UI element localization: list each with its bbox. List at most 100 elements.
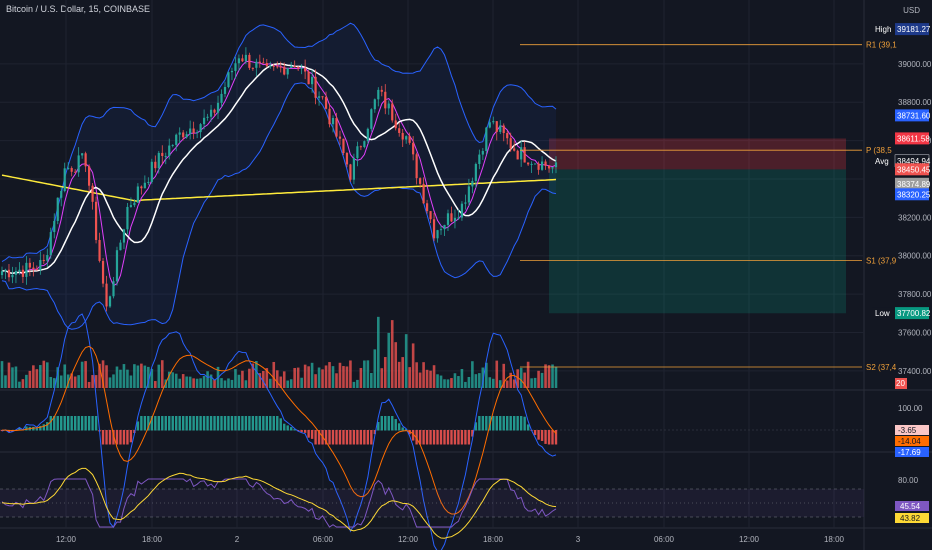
macd-histogram-bar [49, 416, 52, 431]
macd-histogram-bar [310, 430, 314, 439]
candle-body [453, 217, 457, 222]
volume-bar [498, 380, 502, 388]
candle-body [478, 154, 481, 165]
volume-bar [7, 362, 11, 388]
time-tick-label: 12:00 [398, 535, 419, 544]
volume-bar [324, 365, 328, 388]
macd-histogram-bar [506, 416, 509, 431]
volume-bar [87, 381, 91, 388]
candle-body [189, 128, 192, 135]
macd-histogram-bar [248, 416, 251, 431]
candle-body [307, 71, 310, 85]
volume-bar [317, 367, 321, 388]
macd-histogram-bar [380, 416, 383, 431]
currency-label[interactable]: USD [903, 6, 920, 15]
macd-histogram-bar [188, 416, 192, 431]
macd-histogram-bar [363, 430, 366, 445]
macd-histogram-bar [415, 430, 418, 445]
candle-body [209, 109, 213, 117]
price-tick-label: 38000.00 [898, 252, 932, 261]
macd-histogram-bar [119, 430, 122, 445]
macd-histogram-bar [244, 416, 248, 431]
volume-bar [453, 373, 457, 388]
volume-bar [408, 367, 411, 388]
macd-histogram-bar [411, 430, 415, 441]
candle-body [286, 67, 289, 75]
stop-loss-zone [549, 138, 846, 170]
candle-body [258, 61, 261, 63]
volume-bar [495, 360, 499, 388]
macd-histogram-bar [77, 416, 80, 431]
volume-bar [279, 376, 283, 388]
volume-bar [390, 320, 394, 388]
volume-bar [154, 381, 157, 388]
time-tick-label: 3 [576, 535, 581, 544]
macd-histogram-bar [384, 416, 387, 431]
macd-histogram-bar [67, 416, 70, 431]
candle-body [234, 63, 237, 71]
time-tick-label: 12:00 [56, 535, 77, 544]
candle-body [241, 58, 244, 62]
macd-histogram-bar [404, 429, 408, 431]
macd-histogram-bar [307, 430, 310, 438]
volume-bar [450, 378, 453, 388]
volume-bar [502, 363, 506, 388]
volume-bar [112, 374, 115, 388]
macd-histogram-bar [220, 416, 223, 431]
volume-bar [366, 360, 370, 388]
candle-body [251, 67, 254, 69]
volume-bar [220, 378, 223, 388]
macd-histogram-bar [303, 430, 307, 433]
macd-histogram-bar [398, 423, 401, 431]
volume-bar [4, 375, 7, 388]
candle-body [415, 154, 418, 179]
macd-histogram-bar [279, 418, 282, 431]
candle-body [304, 67, 307, 72]
volume-bar [509, 372, 513, 388]
price-badge-label: High [875, 25, 891, 34]
macd-histogram-bar [192, 416, 195, 431]
volume-bar [436, 374, 439, 388]
candle-body [537, 163, 540, 170]
volume-bar [244, 380, 248, 388]
candle-body [391, 103, 394, 121]
macd-histogram-bar [80, 416, 84, 431]
macd-histogram-bar [422, 430, 425, 445]
macd-histogram-bar [457, 430, 460, 445]
time-tick-label: 2 [235, 535, 240, 544]
macd-histogram-bar [283, 423, 286, 431]
volume-badge-value: 20 [896, 379, 905, 388]
symbol-title[interactable]: Bitcoin / U.S. Dollar, 15, COINBASE [6, 4, 151, 14]
macd-histogram-bar [199, 416, 202, 431]
candle-body [150, 161, 153, 182]
candle-body [67, 168, 70, 170]
volume-bar [195, 378, 199, 388]
macd-badge-value: -14.04 [898, 437, 921, 446]
candle-body [485, 127, 488, 152]
macd-histogram-bar [425, 430, 429, 445]
macd-histogram-bar [338, 430, 342, 445]
macd-histogram-bar [432, 430, 436, 445]
volume-bar [147, 366, 150, 388]
macd-histogram-bar [46, 422, 49, 431]
candle-body [335, 117, 338, 137]
pivot-label: S2 (37,4 [866, 363, 897, 372]
macd-histogram-bar [143, 416, 147, 431]
candle-body [366, 128, 369, 142]
candle-body [457, 217, 460, 219]
volume-bar [42, 360, 46, 388]
macd-histogram-bar [60, 416, 63, 431]
macd-histogram-bar [439, 430, 443, 445]
macd-histogram-bar [94, 416, 98, 431]
macd-histogram-bar [227, 416, 230, 431]
candle-body [196, 132, 199, 134]
candle-body [450, 213, 453, 222]
candle-body [429, 211, 432, 220]
volume-bar [387, 332, 391, 388]
macd-histogram-bar [269, 416, 272, 431]
macd-histogram-bar [387, 416, 390, 431]
time-tick-label: 12:00 [739, 535, 760, 544]
candle-body [182, 132, 185, 138]
